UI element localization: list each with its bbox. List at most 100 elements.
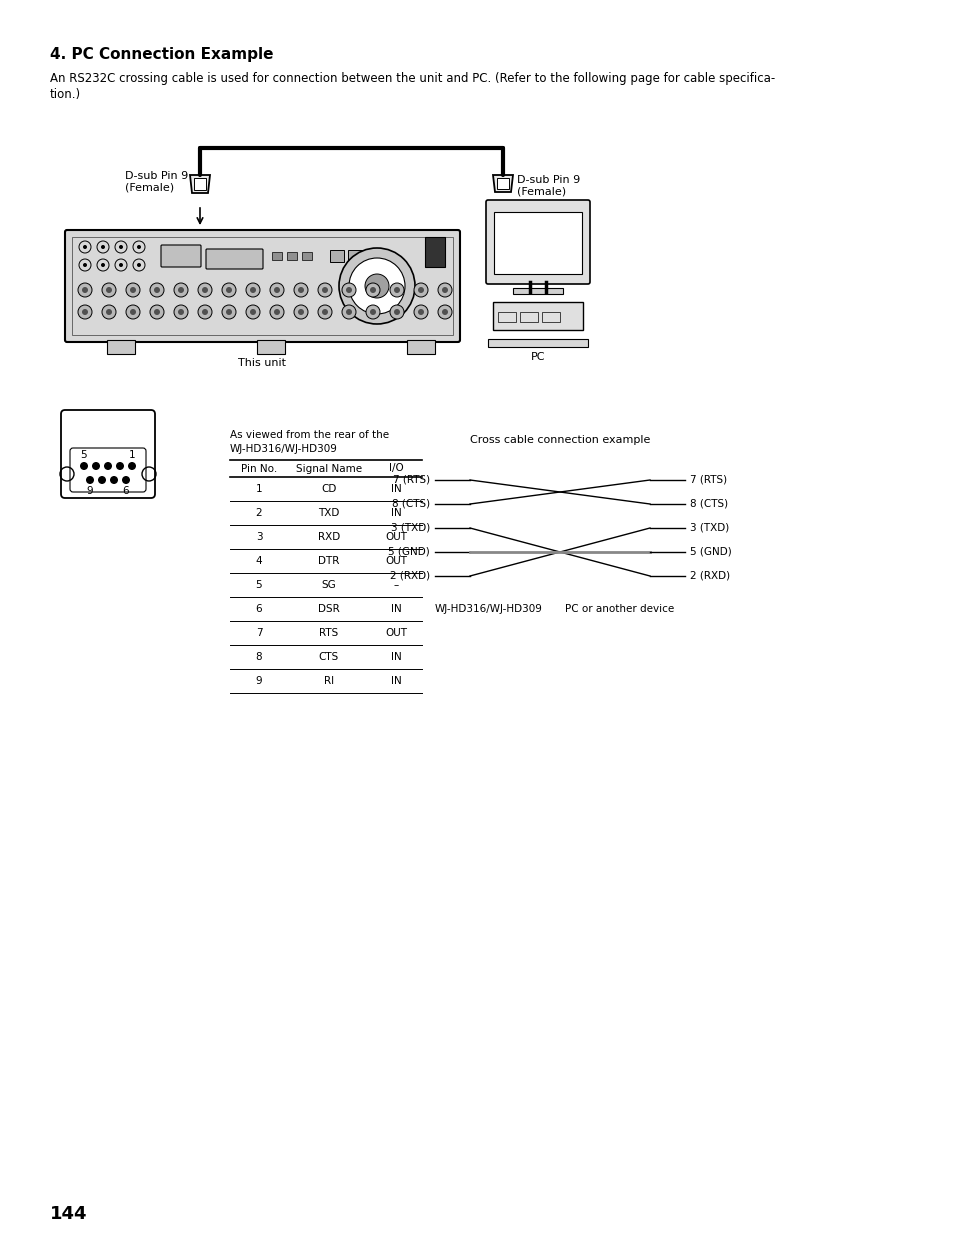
Text: I/O: I/O — [388, 464, 403, 474]
Circle shape — [390, 283, 403, 297]
Circle shape — [226, 309, 232, 315]
Text: RI: RI — [324, 675, 334, 687]
Circle shape — [366, 283, 379, 297]
Circle shape — [370, 287, 375, 293]
Text: 5: 5 — [81, 450, 88, 460]
Bar — [348, 250, 361, 262]
Text: 7 (RTS): 7 (RTS) — [689, 475, 726, 485]
Text: tion.): tion.) — [50, 88, 81, 101]
Circle shape — [102, 283, 116, 297]
Circle shape — [246, 283, 260, 297]
Circle shape — [82, 309, 88, 315]
Text: 7 (RTS): 7 (RTS) — [393, 475, 430, 485]
FancyBboxPatch shape — [65, 230, 459, 341]
Circle shape — [394, 309, 399, 315]
Text: RXD: RXD — [317, 532, 340, 542]
Text: DSR: DSR — [317, 604, 339, 614]
Circle shape — [116, 461, 124, 470]
Text: TXD: TXD — [318, 508, 339, 518]
Circle shape — [365, 275, 389, 298]
Bar — [424, 238, 444, 267]
Circle shape — [417, 287, 423, 293]
Circle shape — [82, 287, 88, 293]
Circle shape — [226, 287, 232, 293]
Text: WJ-HD316/WJ-HD309: WJ-HD316/WJ-HD309 — [230, 444, 337, 454]
Text: RTS: RTS — [319, 628, 338, 638]
Bar — [493, 302, 582, 330]
Text: Cross cable connection example: Cross cable connection example — [469, 435, 650, 445]
Text: D-sub Pin 9
(Female): D-sub Pin 9 (Female) — [517, 174, 579, 197]
Circle shape — [173, 306, 188, 319]
Circle shape — [83, 263, 87, 267]
Circle shape — [390, 306, 403, 319]
Circle shape — [370, 309, 375, 315]
Circle shape — [101, 263, 105, 267]
Text: IN: IN — [390, 508, 401, 518]
Bar — [407, 340, 435, 354]
Circle shape — [178, 287, 184, 293]
Circle shape — [317, 306, 332, 319]
Polygon shape — [190, 174, 210, 193]
Circle shape — [126, 306, 140, 319]
Circle shape — [441, 287, 448, 293]
Circle shape — [150, 306, 164, 319]
Circle shape — [101, 245, 105, 249]
Circle shape — [250, 287, 255, 293]
Text: 144: 144 — [50, 1205, 88, 1223]
Text: PC: PC — [530, 353, 545, 362]
Circle shape — [270, 306, 284, 319]
Circle shape — [119, 245, 123, 249]
Circle shape — [317, 283, 332, 297]
Circle shape — [394, 287, 399, 293]
Text: 2 (RXD): 2 (RXD) — [390, 571, 430, 581]
Circle shape — [349, 259, 405, 314]
Circle shape — [441, 309, 448, 315]
Circle shape — [110, 476, 118, 484]
Circle shape — [198, 283, 212, 297]
Bar — [513, 288, 562, 294]
Text: An RS232C crossing cable is used for connection between the unit and PC. (Refer : An RS232C crossing cable is used for con… — [50, 72, 775, 85]
Text: 5: 5 — [255, 580, 262, 590]
Circle shape — [83, 245, 87, 249]
Text: 8: 8 — [255, 652, 262, 662]
Text: 9: 9 — [87, 486, 93, 496]
Text: 2: 2 — [255, 508, 262, 518]
Circle shape — [322, 287, 328, 293]
Bar — [71, 238, 453, 335]
Bar — [107, 340, 135, 354]
Text: 3 (TXD): 3 (TXD) — [689, 523, 728, 533]
Bar — [519, 312, 537, 322]
Text: IN: IN — [390, 652, 401, 662]
Circle shape — [414, 306, 428, 319]
Circle shape — [222, 283, 235, 297]
Text: 5 (GND): 5 (GND) — [388, 547, 430, 557]
Circle shape — [322, 309, 328, 315]
Text: 3 (TXD): 3 (TXD) — [391, 523, 430, 533]
Text: 8 (CTS): 8 (CTS) — [689, 499, 727, 508]
Circle shape — [91, 461, 100, 470]
Circle shape — [106, 287, 112, 293]
Circle shape — [78, 306, 91, 319]
Bar — [302, 252, 312, 260]
Circle shape — [178, 309, 184, 315]
Text: OUT: OUT — [385, 532, 407, 542]
Circle shape — [297, 287, 304, 293]
Circle shape — [202, 287, 208, 293]
Circle shape — [437, 306, 452, 319]
Circle shape — [270, 283, 284, 297]
Text: Signal Name: Signal Name — [295, 464, 362, 474]
Text: 1: 1 — [255, 484, 262, 494]
FancyBboxPatch shape — [206, 249, 263, 268]
Bar — [494, 212, 581, 275]
Circle shape — [417, 309, 423, 315]
Circle shape — [274, 309, 280, 315]
Circle shape — [250, 309, 255, 315]
Circle shape — [338, 247, 415, 324]
Circle shape — [414, 283, 428, 297]
Text: 7: 7 — [255, 628, 262, 638]
Circle shape — [126, 283, 140, 297]
Bar — [488, 339, 587, 348]
Circle shape — [222, 306, 235, 319]
Circle shape — [137, 245, 141, 249]
Circle shape — [130, 287, 136, 293]
